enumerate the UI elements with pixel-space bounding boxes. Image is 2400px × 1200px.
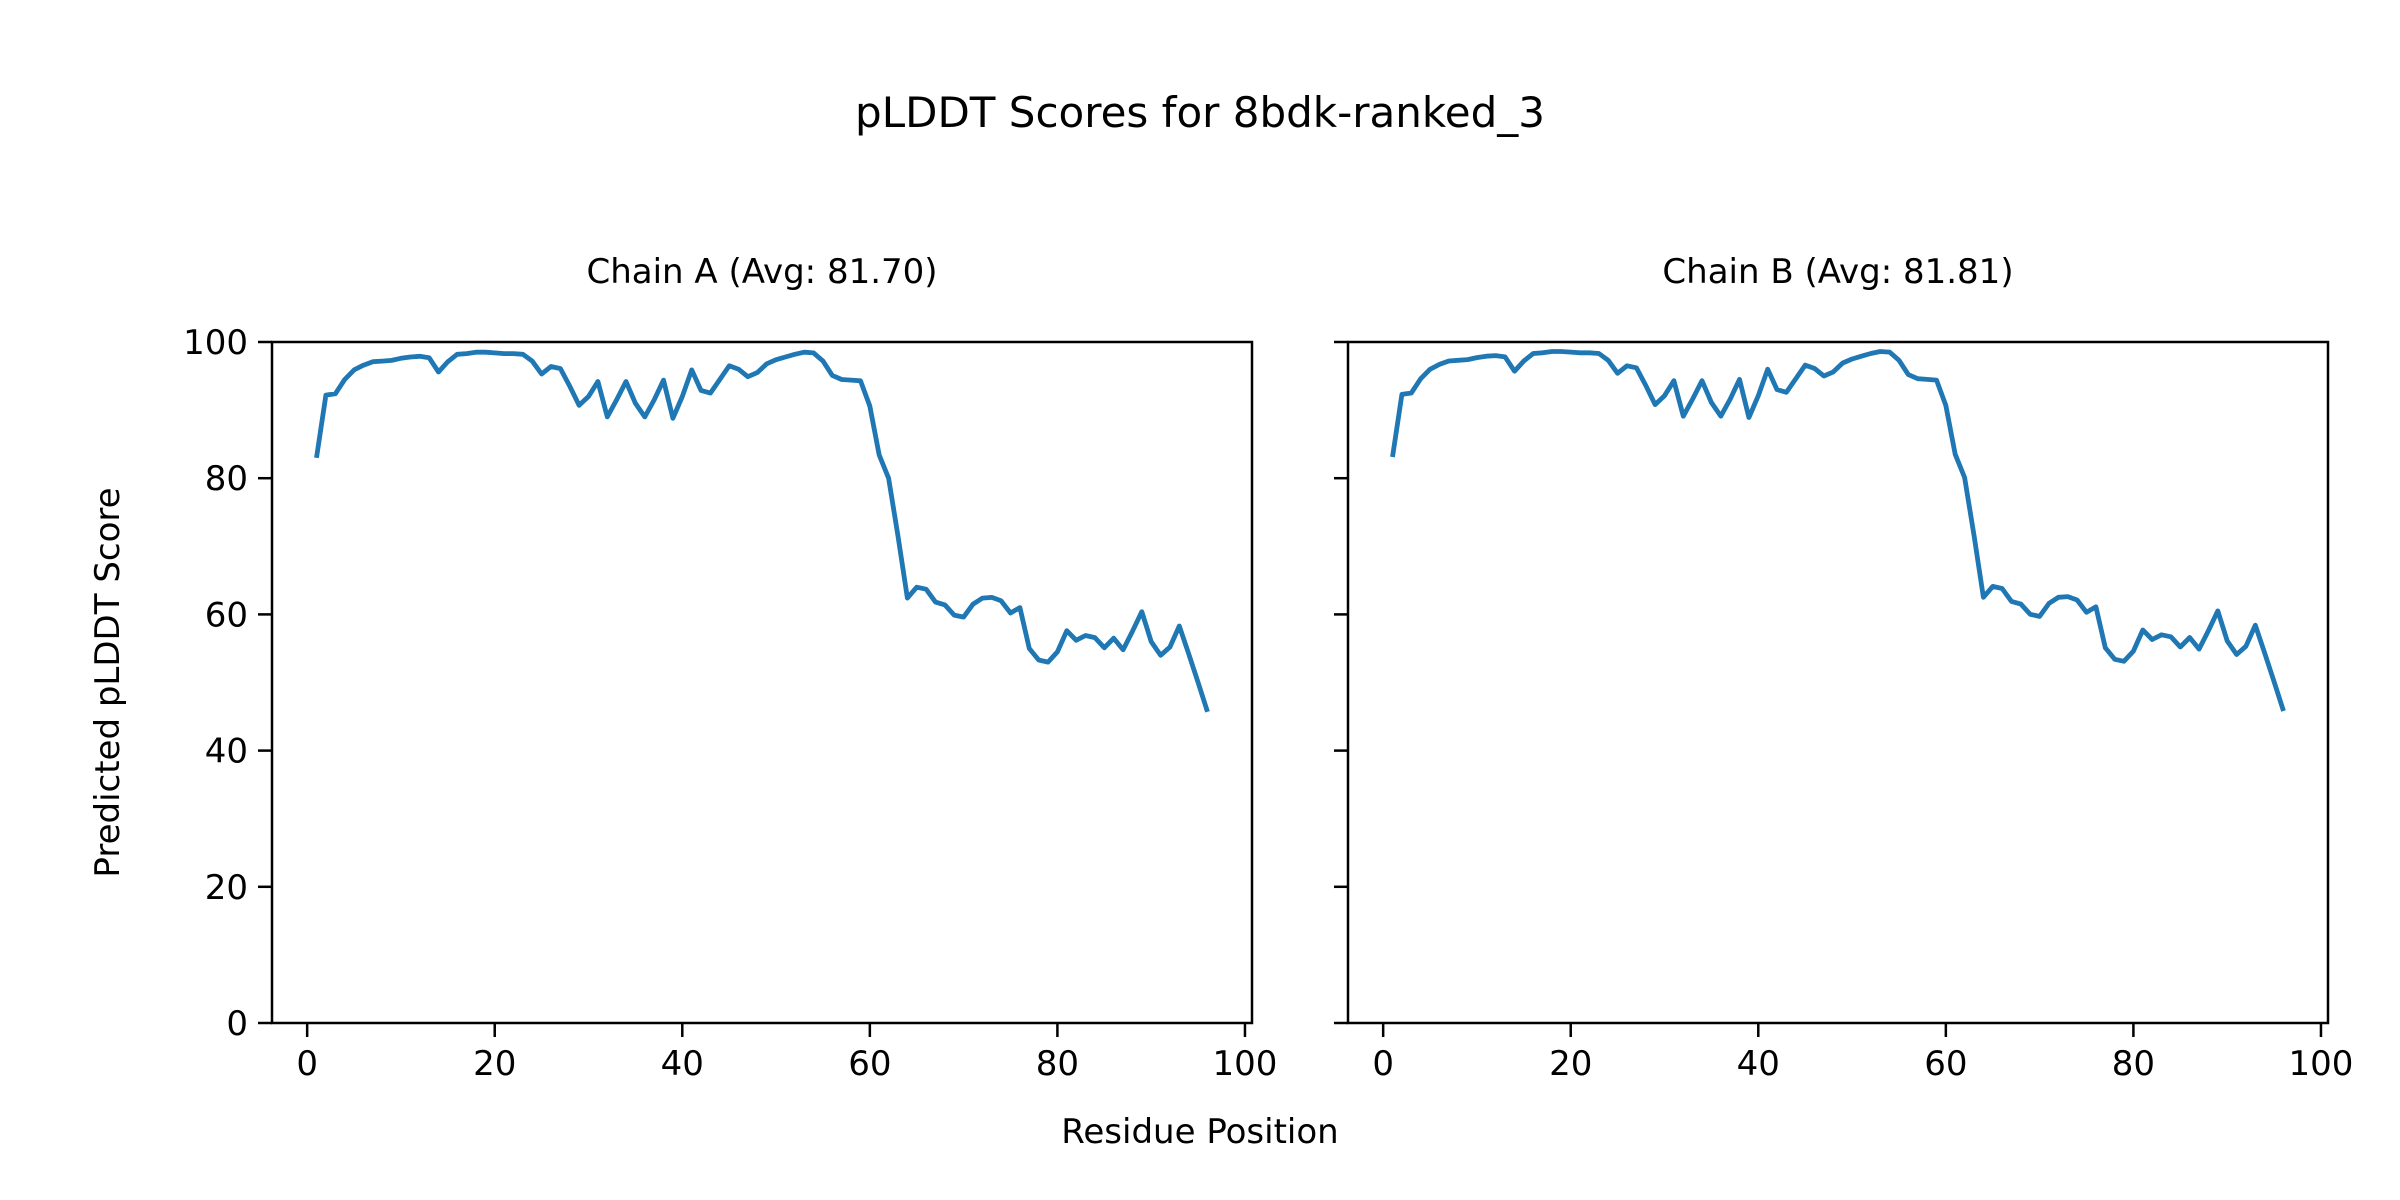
- axes-spines: [1346, 340, 2330, 1025]
- x-tick-label: 80: [2112, 1044, 2155, 1084]
- x-tick-label: 40: [661, 1044, 704, 1084]
- x-tick-label: 100: [1213, 1044, 1278, 1084]
- y-tick-label: 80: [205, 459, 248, 499]
- x-tick-label: 60: [1924, 1044, 1967, 1084]
- x-tick-label: 20: [473, 1044, 516, 1084]
- x-tick-label: 40: [1737, 1044, 1780, 1084]
- x-tick-label: 0: [1372, 1044, 1394, 1084]
- figure-title: pLDDT Scores for 8bdk-ranked_3: [855, 88, 1545, 137]
- y-tick-label: 100: [183, 323, 248, 363]
- y-tick-label: 40: [205, 732, 248, 772]
- x-tick-label: 80: [1036, 1044, 1079, 1084]
- plddt-line-chain-a: [314, 349, 1210, 713]
- x-tick-label: 20: [1549, 1044, 1592, 1084]
- x-axis-label: Residue Position: [1061, 1112, 1339, 1152]
- plddt-line-chain-b: [1390, 349, 2286, 712]
- y-tick-label: 20: [205, 868, 248, 908]
- y-tick-label: 0: [226, 1004, 248, 1044]
- y-tick-label: 60: [205, 595, 248, 635]
- chain-a-plot: 0 20 40 60 80 100 0 20 40 60 80 100: [183, 323, 1277, 1084]
- chain-b-plot: 0 20 40 60 80 100: [1334, 340, 2354, 1084]
- x-tick-label: 60: [848, 1044, 891, 1084]
- subplot-title-chain-b: Chain B (Avg: 81.81): [1662, 252, 2014, 292]
- subplot-title-chain-a: Chain A (Avg: 81.70): [586, 252, 938, 292]
- x-tick-label: 0: [296, 1044, 318, 1084]
- x-tick-label: 100: [2289, 1044, 2354, 1084]
- axes-spines: [270, 340, 1254, 1025]
